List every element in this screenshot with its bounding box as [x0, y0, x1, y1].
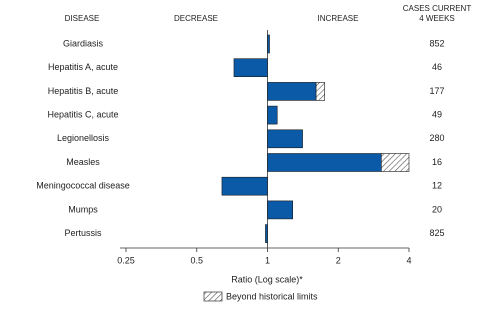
cases-value: 12 — [432, 181, 442, 191]
legend-label: Beyond historical limits — [226, 291, 318, 301]
cases-value: 16 — [432, 157, 442, 167]
cases-value: 280 — [429, 133, 444, 143]
legend-swatch — [203, 291, 223, 302]
cases-value: 20 — [432, 204, 442, 214]
bar — [267, 34, 270, 54]
cases-value: 46 — [432, 62, 442, 72]
category-label: Hepatitis C, acute — [47, 109, 118, 119]
bar — [267, 82, 317, 101]
header-decrease: DECREASE — [174, 14, 218, 23]
cases-value: 49 — [432, 109, 442, 119]
bar — [267, 129, 303, 149]
category-label: Measles — [66, 157, 100, 167]
bar — [265, 224, 268, 243]
category-label: Pertussis — [64, 228, 102, 238]
category-label: Meningococcal disease — [36, 181, 130, 191]
bar — [267, 153, 382, 172]
bar — [233, 58, 268, 78]
category-label: Mumps — [68, 204, 98, 214]
category-label: Hepatitis A, acute — [48, 62, 118, 72]
x-tick-label: 0.25 — [117, 255, 135, 265]
header-disease: DISEASE — [65, 14, 100, 23]
category-label: Legionellosis — [57, 133, 110, 143]
cases-value: 852 — [429, 38, 444, 48]
cases-value: 177 — [429, 86, 444, 96]
cases-value: 825 — [429, 228, 444, 238]
x-axis-label: Ratio (Log scale)* — [231, 274, 303, 284]
x-tick-label: 0.5 — [190, 255, 203, 265]
x-tick-label: 1 — [265, 255, 270, 265]
header-cases: CASES CURRENT — [403, 4, 472, 13]
beyond-limits — [381, 153, 410, 172]
header-cases: 4 WEEKS — [419, 14, 455, 23]
x-tick-label: 4 — [406, 255, 411, 265]
x-tick-label: 2 — [336, 255, 341, 265]
category-label: Giardiasis — [63, 38, 104, 48]
bar — [267, 200, 293, 220]
bar — [267, 105, 278, 125]
beyond-limits — [315, 82, 325, 101]
category-label: Hepatitis B, acute — [48, 86, 119, 96]
header-increase: INCREASE — [318, 14, 359, 23]
bar — [221, 176, 268, 196]
